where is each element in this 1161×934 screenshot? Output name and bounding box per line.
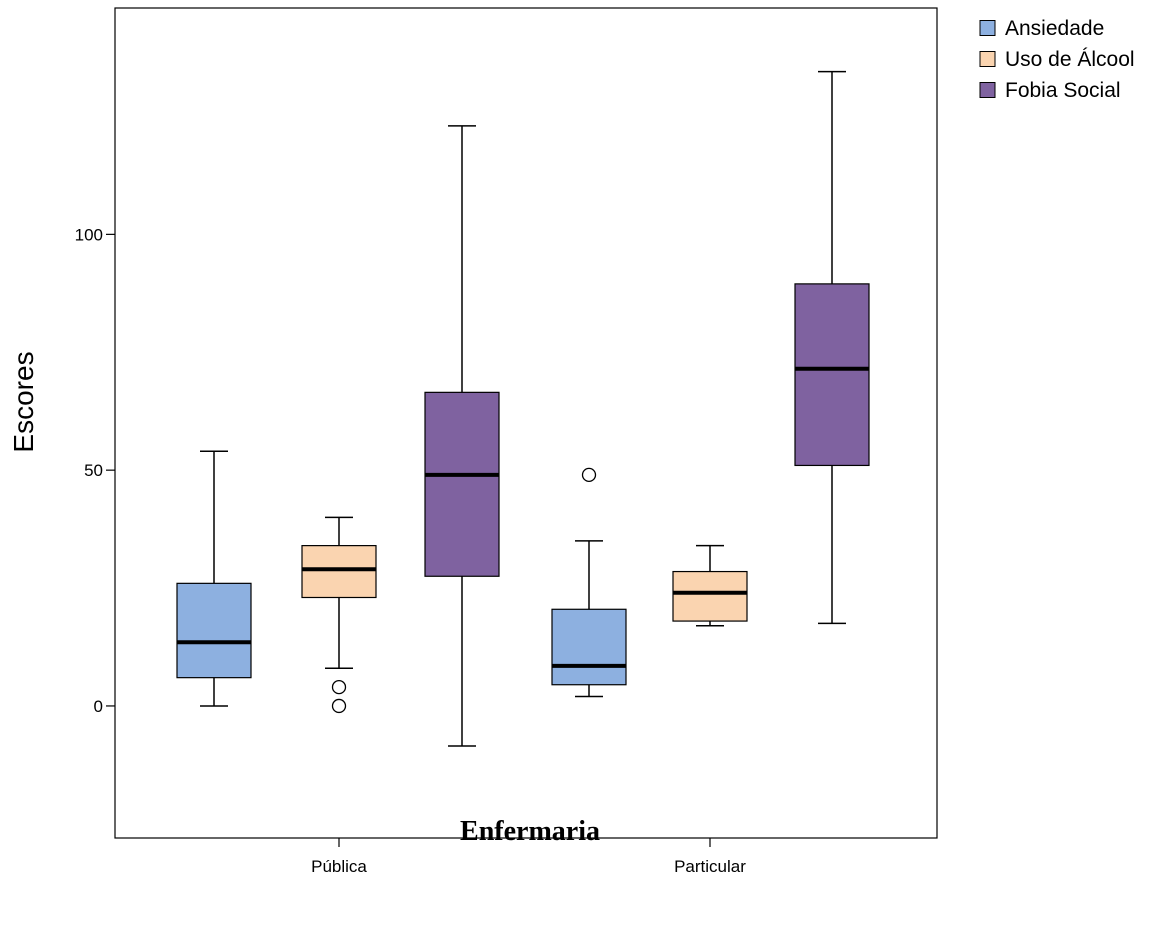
- box-group: [424, 125, 500, 747]
- box-iqr: [424, 391, 500, 577]
- y-tick-label: 100: [75, 225, 103, 244]
- x-tick-label: Particular: [674, 857, 746, 876]
- box-iqr: [176, 582, 252, 679]
- boxes: [176, 70, 870, 747]
- box-iqr: [794, 283, 870, 467]
- legend-label: Ansiedade: [1005, 17, 1104, 40]
- legend: Ansiedade Uso de Álcool Fobia Social: [979, 17, 1135, 102]
- legend-label: Fobia Social: [1005, 79, 1121, 102]
- legend-item: Fobia Social: [979, 79, 1121, 102]
- x-axis-title: Enfermaria: [460, 816, 600, 847]
- legend-label: Uso de Álcool: [1005, 48, 1135, 71]
- x-axis: Pública Particular: [311, 838, 746, 876]
- y-tick-label: 0: [94, 697, 103, 716]
- box-iqr: [672, 570, 748, 622]
- outlier-point: [581, 467, 597, 483]
- plot-frame: [114, 7, 938, 839]
- box-group: [672, 544, 748, 627]
- outlier-point: [331, 698, 347, 714]
- legend-swatch: [979, 51, 996, 67]
- y-tick-label: 50: [84, 461, 103, 480]
- legend-item: Uso de Álcool: [979, 48, 1135, 71]
- legend-swatch: [979, 20, 996, 36]
- box-group: [794, 70, 870, 625]
- y-axis-title: Escores: [8, 351, 39, 452]
- legend-swatch: [979, 82, 996, 98]
- box-iqr: [551, 608, 627, 686]
- box-iqr: [301, 545, 377, 599]
- outlier-point: [331, 679, 347, 695]
- box-group: [176, 450, 252, 707]
- box-group: [551, 467, 627, 698]
- box-group: [301, 516, 377, 714]
- x-tick-label: Pública: [311, 857, 367, 876]
- legend-item: Ansiedade: [979, 17, 1104, 40]
- y-axis: 0 50 100: [75, 225, 115, 716]
